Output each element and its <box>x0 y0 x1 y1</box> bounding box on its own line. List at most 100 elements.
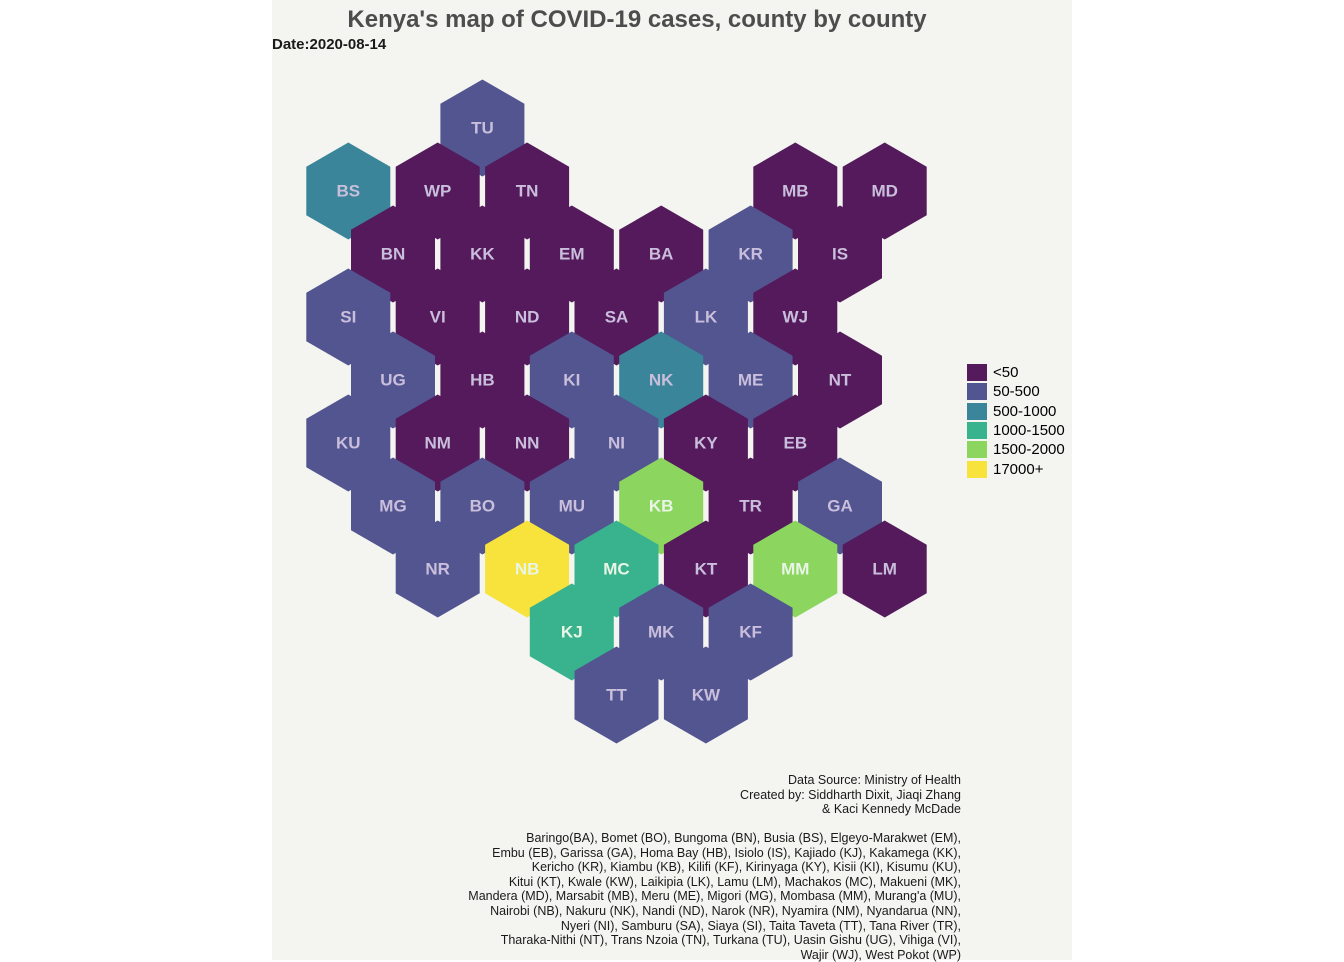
hex-label-bn: BN <box>381 245 406 264</box>
hex-tile-mc <box>574 520 659 618</box>
credit-line: Created by: Siddharth Dixit, Jiaqi Zhang <box>740 787 961 802</box>
legend-swatch <box>967 364 987 382</box>
hex-label-bs: BS <box>336 182 360 201</box>
hex-label-mc: MC <box>603 560 629 579</box>
hex-label-ga: GA <box>827 497 853 516</box>
legend-label: 1500-2000 <box>993 441 1065 459</box>
hex-tile-ky <box>663 394 748 492</box>
legend-item: 1000-1500 <box>967 421 1065 440</box>
hex-tile-md <box>842 142 927 240</box>
legend-swatch <box>967 402 987 420</box>
abbreviation-line: Kericho (KR), Kiambu (KB), Kilifi (KF), … <box>531 860 961 875</box>
hex-tile-nk <box>619 331 704 429</box>
legend-swatch <box>967 460 987 478</box>
hex-label-ni: NI <box>608 434 625 453</box>
hex-label-mk: MK <box>648 623 675 642</box>
hex-label-ku: KU <box>336 434 361 453</box>
credit-line: & Kaci Kennedy McDade <box>822 802 961 817</box>
hex-tile-nd <box>485 268 570 366</box>
hex-tile-eb <box>753 394 838 492</box>
hex-label-tn: TN <box>516 182 539 201</box>
hex-label-si: SI <box>340 308 356 327</box>
hex-tile-si <box>306 268 391 366</box>
hex-tile-nr <box>395 520 480 618</box>
hex-label-me: ME <box>738 371 764 390</box>
plot-panel: Kenya's map of COVID-19 cases, county by… <box>272 0 1072 962</box>
hex-label-nt: NT <box>829 371 852 390</box>
abbreviation-line: Baringo(BA), Bomet (BO), Bungoma (BN), B… <box>526 831 961 845</box>
hex-label-ba: BA <box>649 245 674 264</box>
hex-label-tr: TR <box>739 497 762 516</box>
hex-tile-sa <box>574 268 659 366</box>
hex-label-md: MD <box>871 182 897 201</box>
hex-label-lm: LM <box>872 560 897 579</box>
hex-tile-ba <box>619 205 704 303</box>
hex-label-ky: KY <box>694 434 718 453</box>
hex-tile-bo <box>440 457 525 555</box>
legend: <50 50-500 500-1000 1000-1500 1500-2000 17000… <box>967 363 1065 479</box>
legend-label: 17000+ <box>993 460 1044 478</box>
hex-tile-nt <box>798 331 882 429</box>
hex-label-bo: BO <box>470 497 496 516</box>
abbreviation-line: Wajir (WJ), West Pokot (WP) <box>800 947 961 962</box>
hex-label-kt: KT <box>695 560 718 579</box>
hex-label-hb: HB <box>470 371 495 390</box>
legend-item: 1500-2000 <box>967 440 1065 459</box>
hex-tile-tn <box>485 142 570 240</box>
hex-label-kb: KB <box>649 497 674 516</box>
abbreviation-line: Nyeri (NI), Samburu (SA), Siaya (SI), Ta… <box>560 918 961 933</box>
hex-label-lk: LK <box>695 308 718 327</box>
hex-tile-wj <box>753 268 838 366</box>
legend-item: 500-1000 <box>967 402 1065 421</box>
hex-tile-ga <box>798 457 882 555</box>
hex-tile-kk <box>440 205 525 303</box>
hex-map: TU BS WP TN MB MD BN KK EM BA KR IS SI VI ND SA LK WJ UG HB… <box>306 79 927 744</box>
hex-tile-mg <box>351 457 435 555</box>
hex-tile-mm <box>753 520 838 618</box>
legend-swatch <box>967 383 987 401</box>
hex-tile-tt <box>574 646 659 744</box>
hex-tile-wp <box>395 142 480 240</box>
hex-tile-mb <box>753 142 838 240</box>
legend-item: 17000+ <box>967 459 1065 478</box>
hex-label-nd: ND <box>515 308 540 327</box>
abbreviation-line: Embu (EB), Garissa (GA), Homa Bay (HB), … <box>492 845 961 860</box>
legend-swatch <box>967 441 987 459</box>
legend-item: <50 <box>967 363 1065 382</box>
hex-tile-ni <box>574 394 659 492</box>
legend-item: 50-500 <box>967 382 1065 401</box>
hex-tile-kf <box>708 583 793 681</box>
hex-tile-kt <box>663 520 748 618</box>
hex-tile-kw <box>663 646 748 744</box>
credits: Data Source: Ministry of Health Created b… <box>740 773 961 817</box>
hex-label-mb: MB <box>782 182 808 201</box>
hex-tile-kj <box>529 583 614 681</box>
hex-tile-mu <box>529 457 614 555</box>
hex-tile-bn <box>351 205 435 303</box>
hex-label-tu: TU <box>471 119 494 138</box>
hex-label-nm: NM <box>424 434 450 453</box>
hex-tile-kr <box>708 205 793 303</box>
hex-label-mu: MU <box>559 497 585 516</box>
hex-tile-nm <box>395 394 480 492</box>
hex-tile-ki <box>529 331 614 429</box>
hex-label-nn: NN <box>515 434 540 453</box>
hex-label-nr: NR <box>425 560 450 579</box>
hex-tile-kb <box>619 457 704 555</box>
hex-tile-vi <box>395 268 480 366</box>
legend-label: 1000-1500 <box>993 422 1065 440</box>
hex-tile-tu <box>440 79 525 177</box>
hex-tile-ug <box>351 331 435 429</box>
abbreviation-line: Nairobi (NB), Nakuru (NK), Nandi (ND), N… <box>490 903 961 918</box>
legend-label: 50-500 <box>993 383 1040 401</box>
hex-label-vi: VI <box>430 308 446 327</box>
hex-label-nb: NB <box>515 560 540 579</box>
abbreviation-line: Kitui (KT), Kwale (KW), Laikipia (LK), L… <box>508 874 961 889</box>
hex-label-ug: UG <box>380 371 406 390</box>
hex-label-kw: KW <box>692 686 721 705</box>
hex-label-kk: KK <box>470 245 495 264</box>
chart-subtitle-date: Date:2020-08-14 <box>272 36 387 53</box>
hex-tile-nb <box>485 520 570 618</box>
legend-label: <50 <box>993 364 1019 382</box>
hex-label-tt: TT <box>606 686 627 705</box>
